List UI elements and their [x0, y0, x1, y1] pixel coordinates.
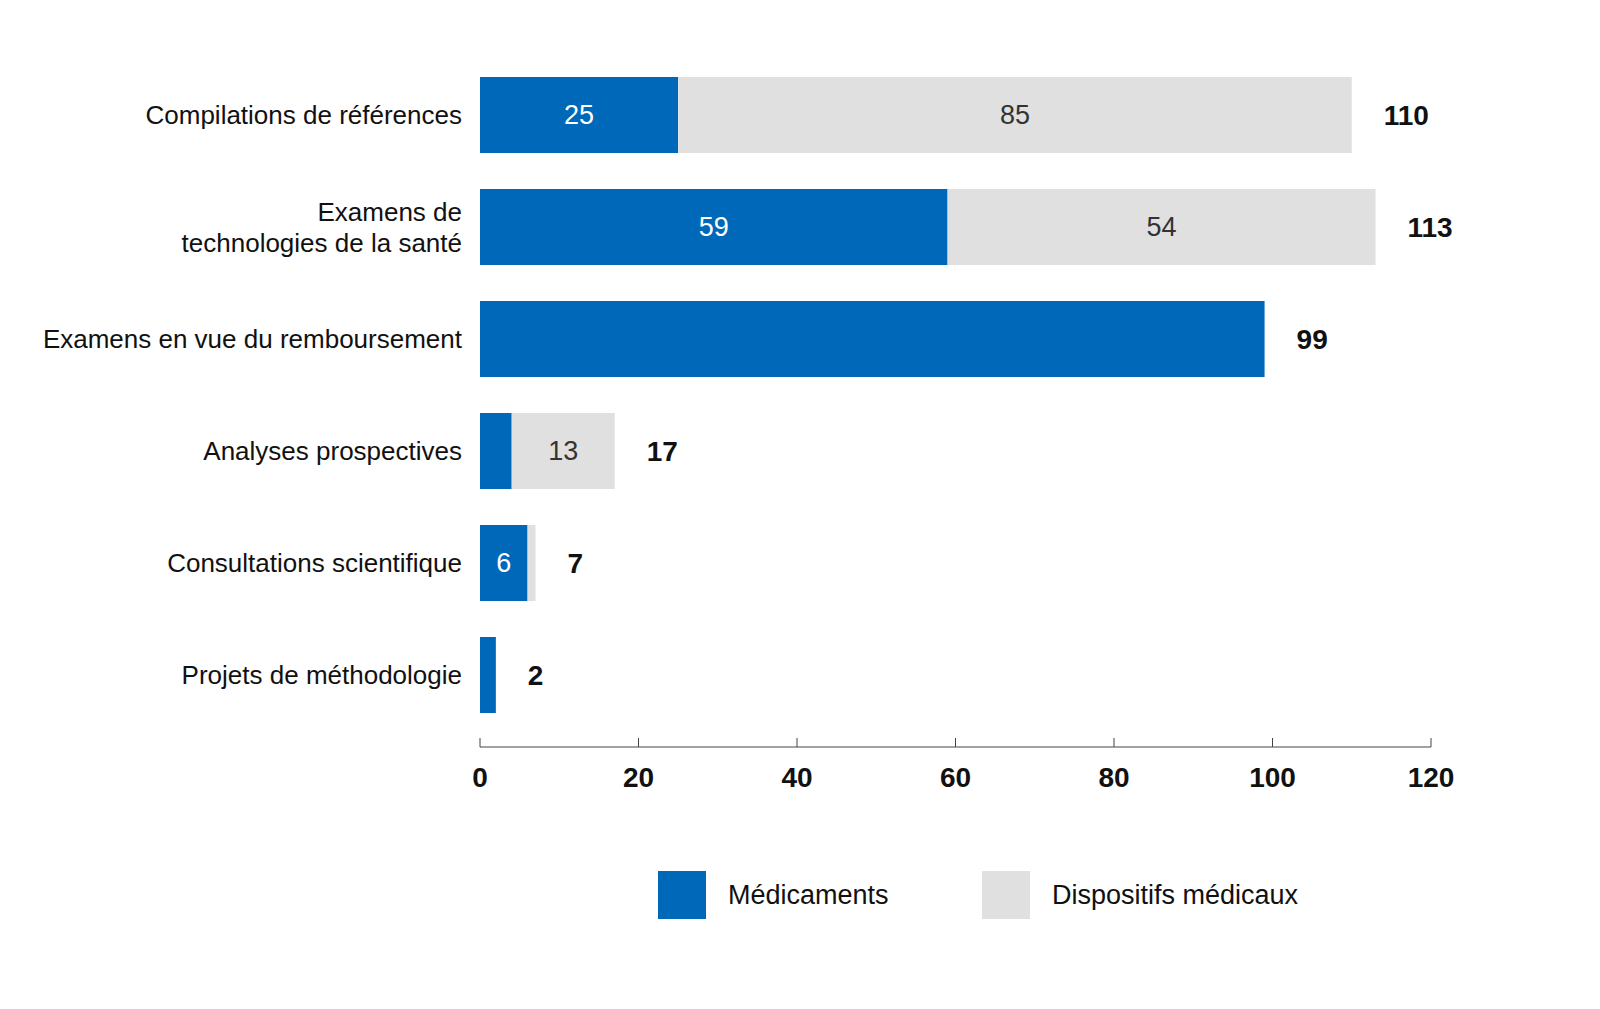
bars [480, 77, 1376, 713]
tick-label: 20 [623, 762, 654, 793]
total-label: 17 [647, 436, 678, 467]
data-label: 54 [1147, 212, 1177, 242]
tick-label: 40 [781, 762, 812, 793]
bar-segment [480, 525, 528, 601]
total-label: 113 [1408, 212, 1453, 243]
tick-mark [955, 738, 956, 747]
legend-label: Médicaments [728, 880, 889, 910]
data-label: 13 [548, 436, 578, 466]
tick-mark [1272, 738, 1273, 747]
bar-segment [948, 189, 1376, 265]
bar-segment [1264, 301, 1265, 377]
legend-swatch [982, 871, 1030, 919]
tick-label: 60 [940, 762, 971, 793]
legend: Médicaments Dispositifs médicaux [658, 871, 1299, 919]
tick-mark [797, 738, 798, 747]
data-label: 25 [564, 100, 594, 130]
labels: Compilations de références Examens detech… [43, 100, 1453, 691]
data-label: 59 [699, 212, 729, 242]
bar-segment [528, 525, 536, 601]
chart: Compilations de références Examens detech… [0, 0, 1600, 1009]
total-label: 110 [1384, 100, 1429, 131]
legend-swatch [658, 871, 706, 919]
tick-label: 100 [1249, 762, 1296, 793]
bar-segment [495, 637, 496, 713]
category-label: Projets de méthodologie [182, 660, 462, 690]
bar-segment [678, 77, 1352, 153]
tick-mark [480, 738, 481, 747]
bar-segment [480, 189, 948, 265]
bar-segment [512, 413, 615, 489]
data-label: 85 [1000, 100, 1030, 130]
category-label: Compilations de références [146, 100, 463, 130]
bar-segment [480, 77, 678, 153]
total-label: 7 [567, 548, 583, 579]
category-label: Examens en vue du remboursement [43, 324, 463, 354]
data-label: 6 [496, 548, 511, 578]
tick-label: 0 [472, 762, 488, 793]
tick-mark [1114, 738, 1115, 747]
x-axis: 0 20 40 60 80 100 120 [472, 738, 1454, 793]
bar-segment [480, 301, 1265, 377]
tick-mark [1431, 738, 1432, 747]
tick-label: 120 [1408, 762, 1455, 793]
total-label: 99 [1297, 324, 1328, 355]
bar-segment [480, 413, 512, 489]
tick-label: 80 [1098, 762, 1129, 793]
tick-mark [638, 738, 639, 747]
bar-segment [480, 637, 496, 713]
category-label: Examens detechnologies de la santé [182, 197, 462, 258]
total-label: 2 [528, 660, 544, 691]
category-label: Analyses prospectives [203, 436, 462, 466]
legend-label: Dispositifs médicaux [1052, 880, 1299, 910]
category-label: Consultations scientifique [167, 548, 462, 578]
chart-container: Compilations de références Examens detech… [0, 0, 1600, 1009]
